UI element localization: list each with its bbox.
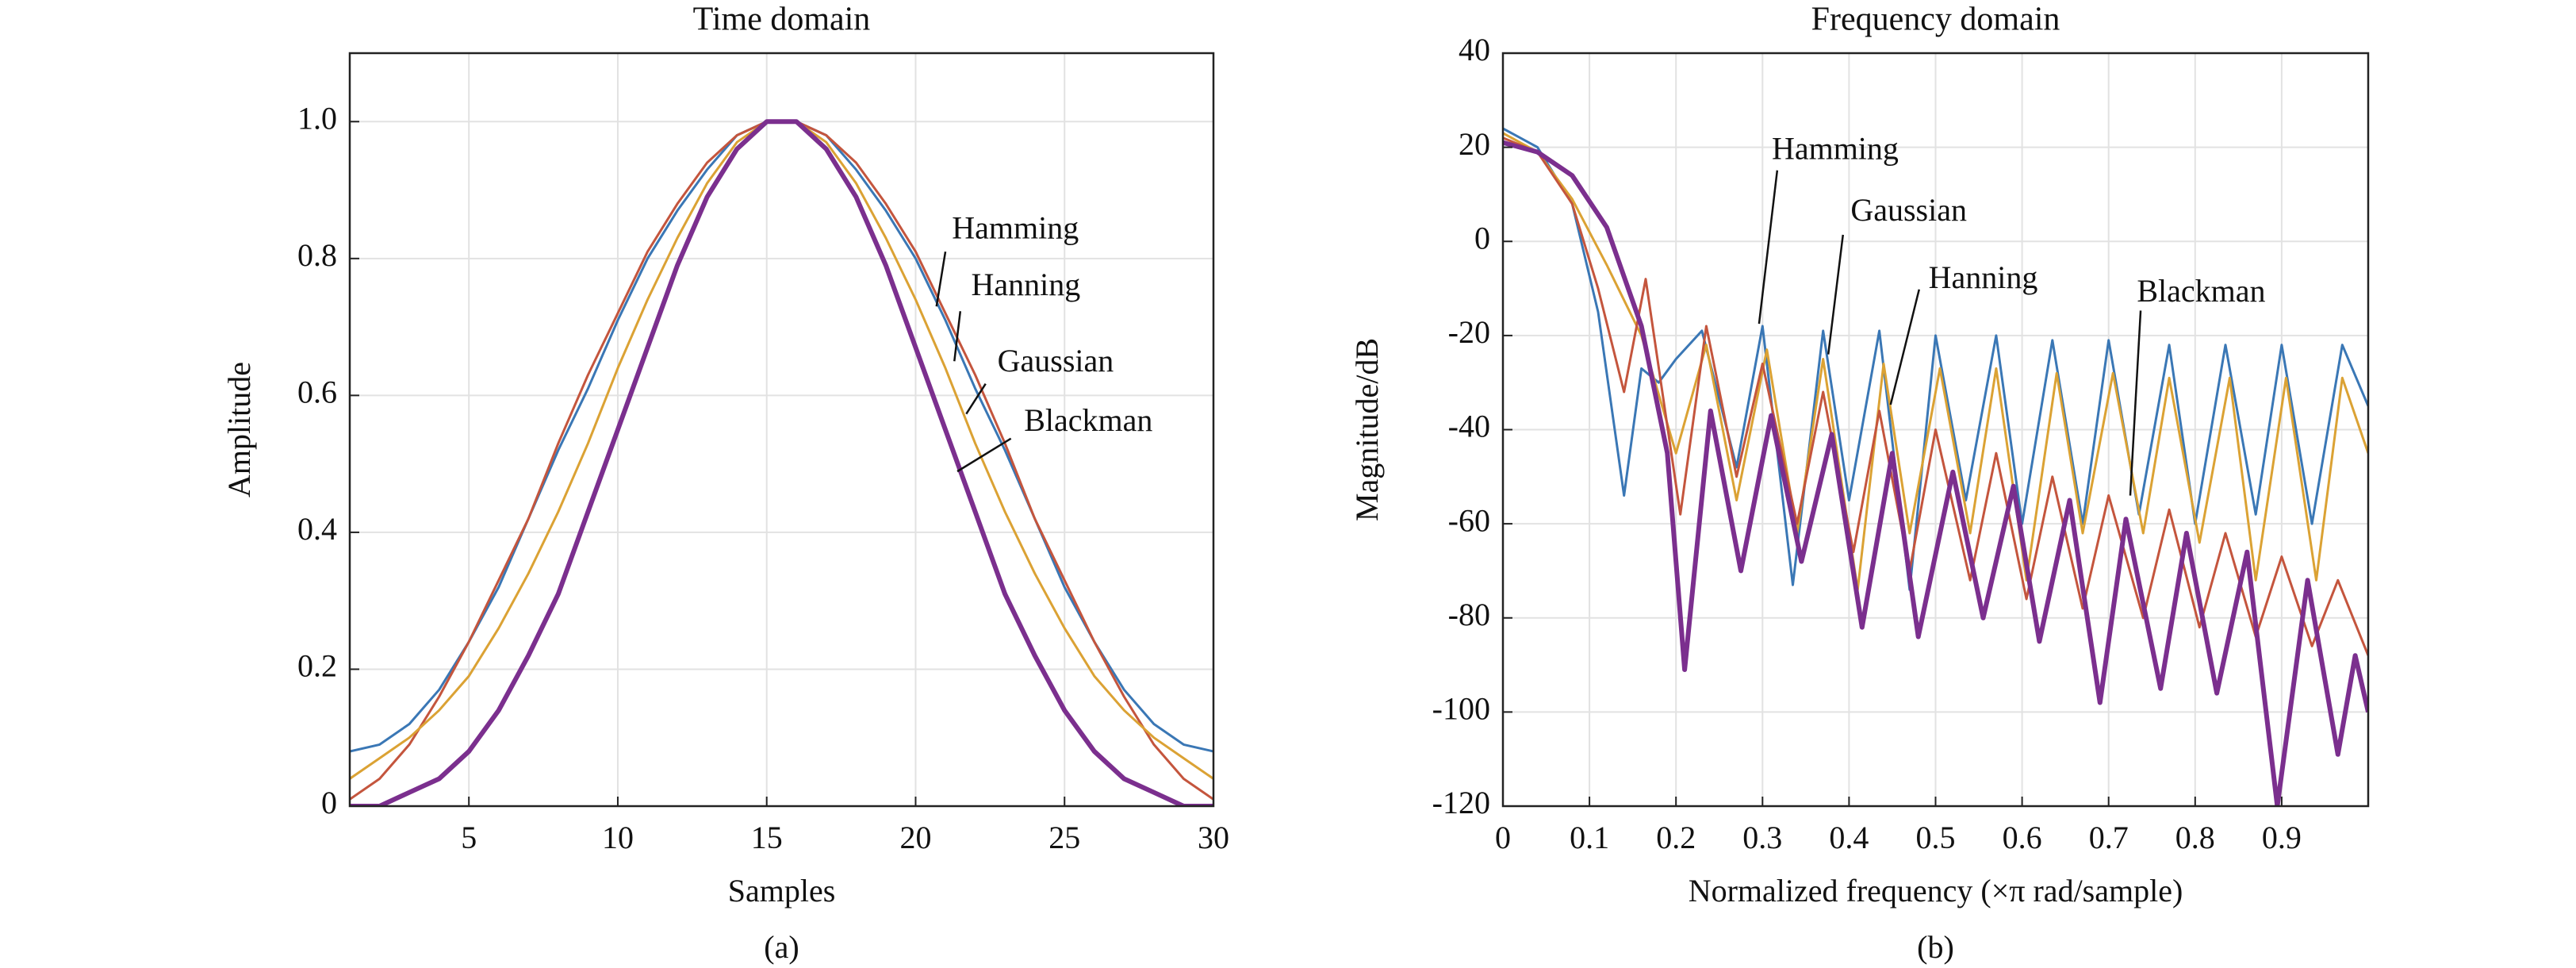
x-axis-label: Normalized frequency (×π rad/sample) (1689, 873, 2183, 908)
x-tick-label: 0 (1495, 820, 1511, 855)
annotation-leader (1758, 170, 1779, 325)
chart-title: Time domain (693, 2, 871, 38)
annotation-label: Gaussian (1850, 192, 1967, 228)
annotation-leader (935, 251, 947, 307)
y-tick-label: 0.4 (297, 511, 337, 547)
axes-frame (1501, 52, 2370, 808)
y-tick-label: 1.0 (297, 100, 337, 136)
axes-frame (348, 52, 1215, 808)
annotation-label: Blackman (2137, 273, 2265, 309)
x-axis-label: Samples (728, 873, 836, 908)
y-tick-label: 20 (1459, 126, 1490, 162)
x-tick-label: 0.5 (1916, 820, 1956, 855)
caption: (b) (1917, 929, 1954, 965)
y-tick-label: 0.6 (297, 375, 337, 410)
x-tick-label: 0.2 (1656, 820, 1696, 855)
series-line (1503, 140, 2368, 806)
plot-area (1502, 52, 2368, 807)
x-tick-label: 15 (751, 820, 783, 855)
annotation-label: Blackman (1024, 402, 1152, 438)
y-axis-label: Magnitude/dB (1349, 338, 1385, 521)
y-tick-label: 0 (321, 785, 337, 820)
x-tick-label: 0.4 (1829, 820, 1869, 855)
x-tick-label: 30 (1198, 820, 1229, 855)
y-tick-label: -20 (1448, 314, 1490, 350)
x-tick-label: 0.9 (2262, 820, 2302, 855)
series-line (350, 120, 1213, 780)
x-tick-label: 0.3 (1742, 820, 1782, 855)
y-tick-label: -80 (1448, 597, 1490, 632)
chart-title: Frequency domain (1811, 2, 2060, 38)
y-tick-label: -120 (1432, 785, 1490, 820)
annotation-label: Gaussian (998, 343, 1114, 378)
y-tick-label: 0.8 (297, 237, 337, 273)
y-tick-label: -40 (1448, 409, 1490, 444)
annotation-label: Hamming (1772, 131, 1899, 167)
x-tick-label: 0.1 (1570, 820, 1609, 855)
x-tick-label: 20 (899, 820, 931, 855)
y-tick-label: 40 (1459, 32, 1490, 67)
annotation-leader (1827, 234, 1845, 355)
y-tick-label: 0.2 (297, 648, 337, 684)
annotation-label: Hanning (1929, 259, 2038, 295)
x-tick-label: 25 (1048, 820, 1080, 855)
annotation-label: Hanning (972, 267, 1081, 302)
y-tick-label: -60 (1448, 502, 1490, 538)
series-line (1503, 136, 2368, 656)
annotation-leader (1889, 289, 1920, 405)
annotation-leader (956, 437, 1012, 473)
series-line (1503, 132, 2368, 591)
y-tick-label: -100 (1432, 691, 1490, 727)
annotation-label: Hamming (952, 209, 1079, 245)
y-axis-label: Amplitude (221, 362, 257, 497)
y-tick-label: 0 (1474, 220, 1490, 255)
series-line (350, 120, 1213, 801)
x-tick-label: 0.8 (2175, 820, 2215, 855)
annotation-leader (965, 383, 987, 415)
annotation-leader (953, 311, 962, 362)
caption: (a) (764, 929, 799, 965)
x-tick-label: 0.6 (2003, 820, 2042, 855)
x-tick-label: 0.7 (2089, 820, 2129, 855)
x-tick-label: 10 (602, 820, 634, 855)
x-tick-label: 5 (461, 820, 477, 855)
series-line (350, 119, 1213, 806)
annotation-leader (2129, 310, 2142, 496)
